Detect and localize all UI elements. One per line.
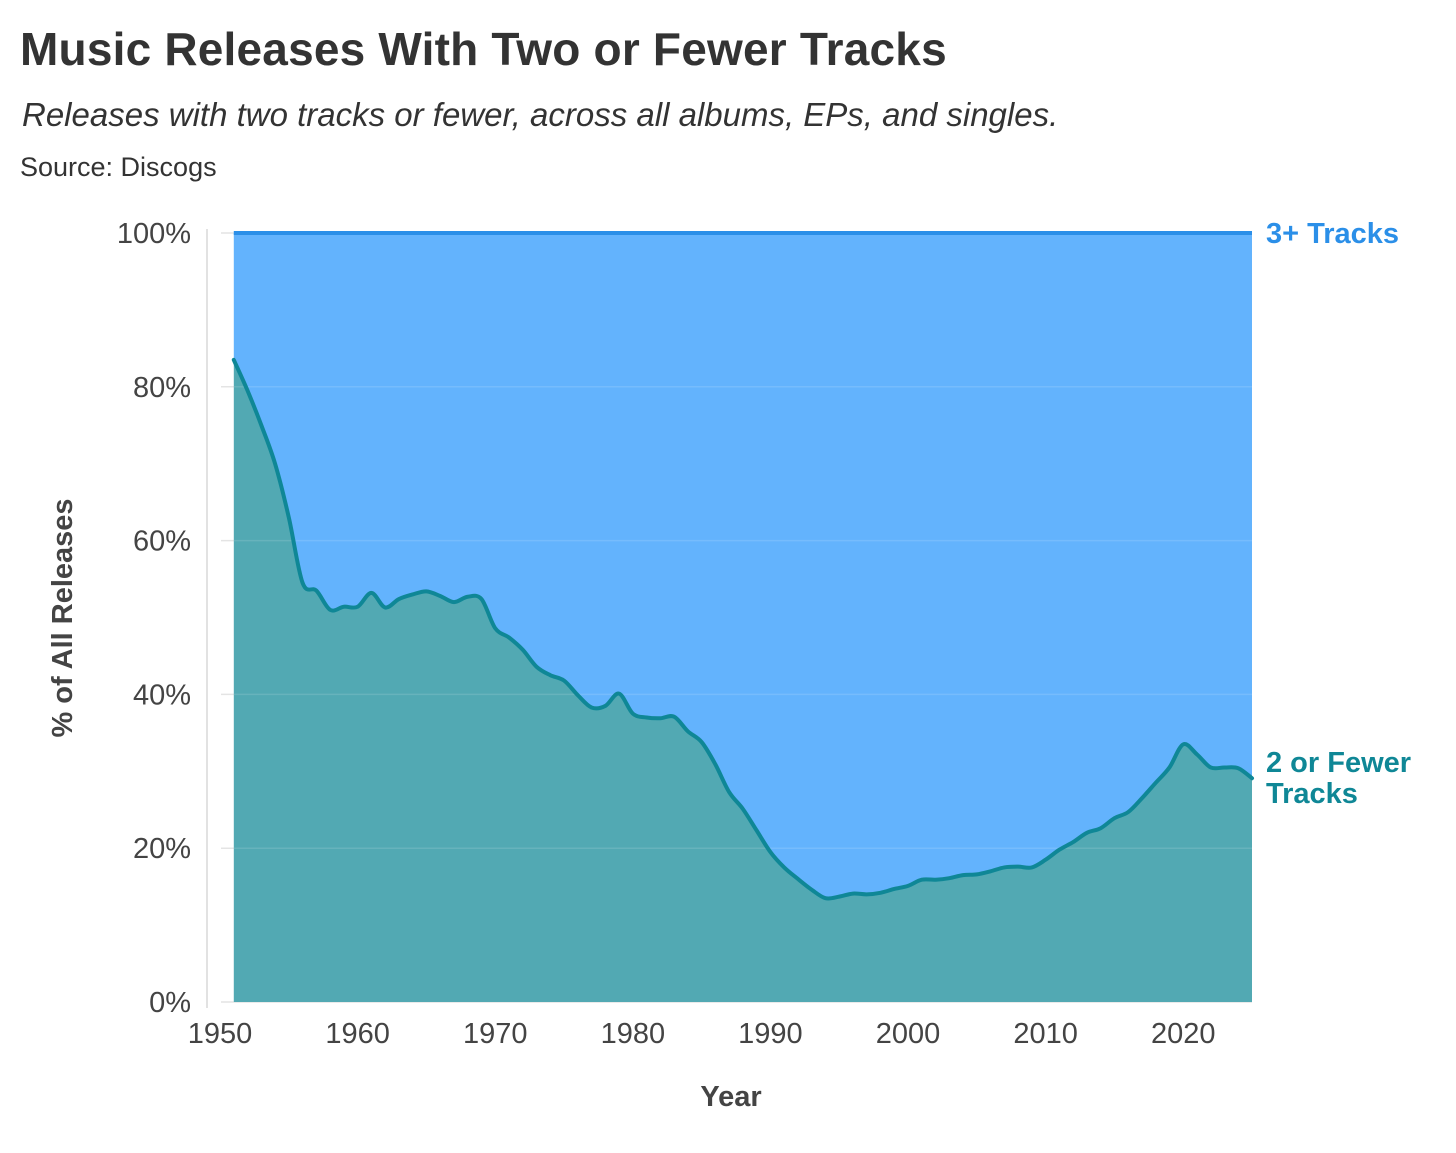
chart-subtitle: Releases with two tracks or fewer, acros… — [22, 96, 1059, 133]
x-tick-label: 1960 — [325, 1018, 390, 1050]
y-tick-label: 60% — [133, 526, 191, 558]
x-tick-label: 2000 — [876, 1018, 941, 1050]
chart-title: Music Releases With Two or Fewer Tracks — [20, 23, 947, 75]
x-tick-label: 2020 — [1151, 1018, 1216, 1050]
plot-areas — [231, 231, 1254, 1002]
x-tick-label: 1970 — [463, 1018, 528, 1050]
line-2-or-fewer-tracks — [231, 357, 1254, 901]
chart-source: Source: Discogs — [20, 152, 217, 182]
series-labels: 3+ Tracks 2 or Fewer Tracks — [1266, 218, 1411, 810]
y-tick-label: 40% — [133, 679, 191, 711]
axes: 0% 20% 40% 60% 80% 100% 1950 1960 1970 1980 1990 20… — [47, 218, 1215, 1113]
x-axis-title: Year — [700, 1081, 761, 1113]
series-label-2-or-fewer-tracks: 2 or Fewer Tracks — [1266, 747, 1411, 810]
area-3plus-tracks — [233, 233, 1253, 899]
y-tick-label: 100% — [117, 218, 191, 250]
series-label-3plus-tracks: 3+ Tracks — [1266, 218, 1399, 250]
x-tick-label: 1980 — [601, 1018, 666, 1050]
y-tick-label: 0% — [149, 987, 191, 1019]
x-tick-label: 2010 — [1013, 1018, 1078, 1050]
x-tick-label: 1950 — [188, 1018, 253, 1050]
y-tick-label: 80% — [133, 372, 191, 404]
y-tick-label: 20% — [133, 833, 191, 865]
x-tick-label: 1990 — [738, 1018, 803, 1050]
y-axis-title: % of All Releases — [47, 498, 79, 737]
area-2-or-fewer-tracks — [233, 359, 1253, 1002]
